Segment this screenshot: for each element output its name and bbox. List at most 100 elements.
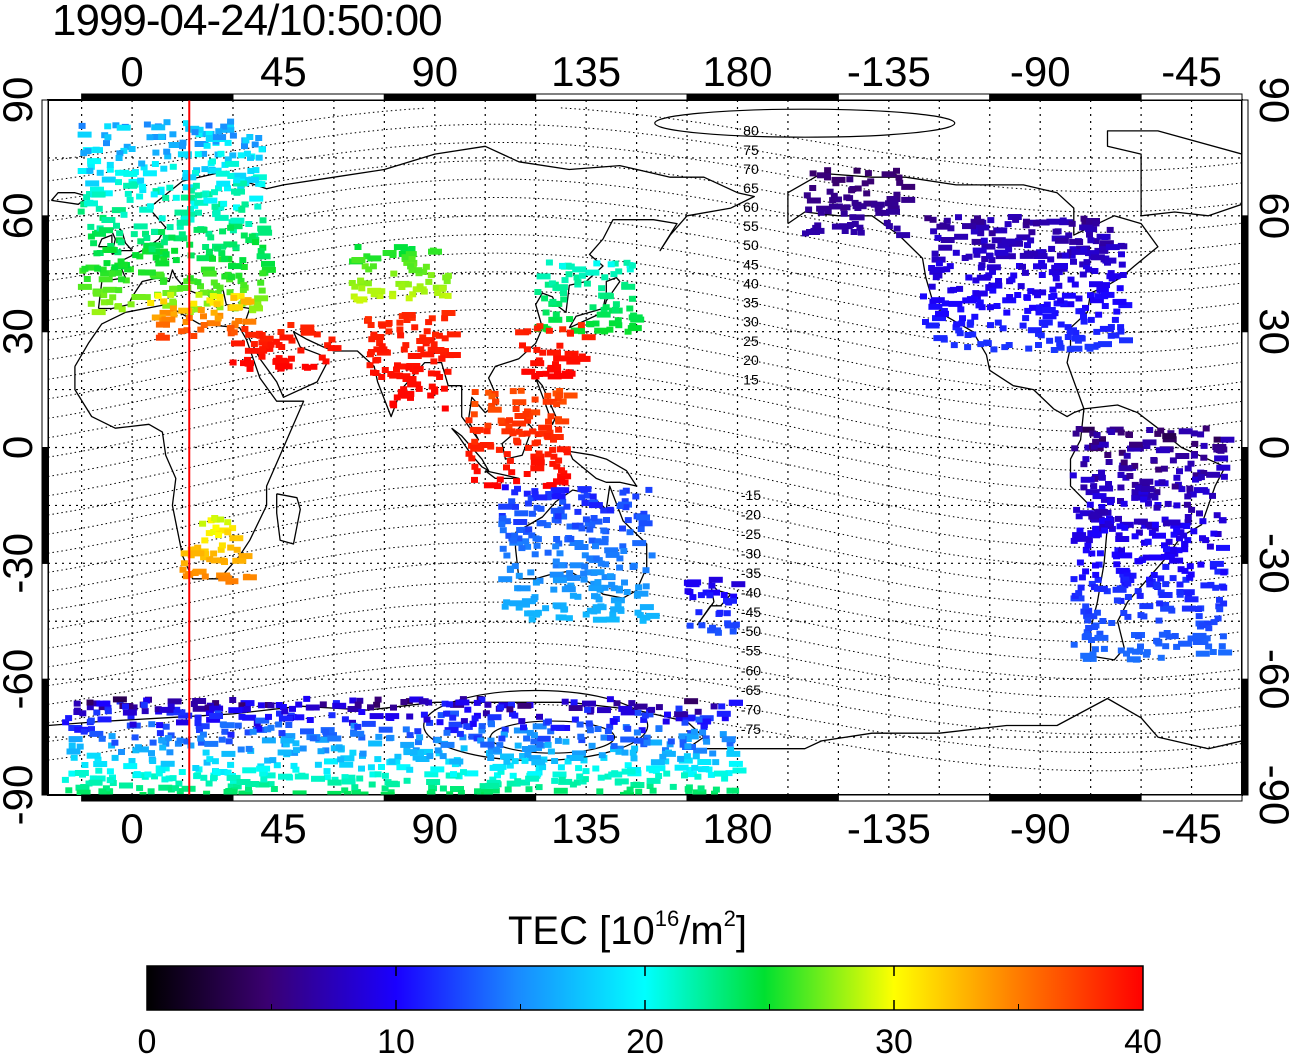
tec-cell [628,262,636,269]
tec-cell [1143,443,1151,449]
tec-cell [1120,610,1128,616]
tec-cell [149,758,157,764]
tec-cell [337,756,345,763]
tec-cell [142,248,150,255]
tec-cell [560,470,568,477]
tec-cell [501,726,509,733]
tec-cell [569,540,584,546]
tec-cell [802,230,809,237]
tec-cell [1090,511,1098,518]
tec-cell [238,713,246,720]
tec-cell [684,698,699,705]
tec-cell [138,269,145,276]
tec-cell [1154,430,1162,437]
tec-cell [532,579,540,586]
tec-cell [684,733,699,740]
tec-cell [1186,485,1194,492]
tec-cell [482,710,490,717]
tec-cell [1160,465,1168,472]
tec-cell [1080,461,1088,468]
tec-cell [700,724,708,730]
tec-cell [503,464,510,471]
tec-cell [378,764,385,770]
tec-cell [146,134,154,141]
tec-cell [1115,532,1123,539]
tec-cell [92,146,100,153]
tec-cell [509,430,517,437]
tec-cell [574,508,582,515]
tec-cell [648,767,656,774]
tec-cell [1106,226,1114,233]
tec-cell [571,522,579,529]
tec-cell [1165,633,1173,640]
tec-cell [197,739,205,746]
tec-cell [209,158,216,165]
tec-cell [214,315,222,322]
tec-cell [706,592,714,599]
tec-cell [78,122,86,129]
tec-cell [127,301,135,308]
tec-cell [533,542,541,549]
tec-cell [1153,504,1161,511]
tec-cell [106,161,114,168]
frame-segment [837,794,991,802]
tec-cell [582,516,590,523]
tec-cell [699,715,714,722]
tec-cell [220,557,228,564]
tec-cell [1176,581,1184,588]
tec-cell [194,720,202,726]
tec-cell [99,266,107,273]
tec-cell [287,355,295,362]
tec-cell [1148,529,1156,536]
tec-cell [585,269,600,276]
tec-cell [277,749,292,756]
tec-cell [1027,237,1035,244]
tec-cell [987,322,994,329]
tec-cell [207,234,215,241]
tec-cell [576,721,584,728]
tec-cell [843,194,851,201]
tec-cell [278,715,293,722]
tec-cell [1010,272,1018,279]
tec-observations [61,118,1235,795]
tec-cell [230,217,245,224]
tec-cell [91,309,106,316]
right-lat-label: 30 [1251,308,1292,355]
tec-cell [848,187,856,194]
tec-cell [583,492,591,499]
tec-cell [1096,286,1104,293]
tec-cell [112,122,120,129]
tec-cell [443,729,451,736]
mlat-contour [48,482,1242,567]
tec-cell [1050,347,1058,353]
tec-cell [231,340,245,347]
tec-cell [614,778,629,785]
tec-cell [247,168,255,174]
tec-cell [464,770,479,777]
tec-cell [628,700,636,707]
tec-cell [565,369,573,376]
tec-cell [357,280,372,287]
tec-cell [221,750,236,757]
tec-cell [1077,584,1085,591]
tec-cell [1090,254,1105,261]
tec-cell [448,721,463,728]
tec-cell [1150,457,1158,463]
tec-cell [414,728,422,735]
mlat-contour [48,385,1242,472]
tec-cell [562,738,570,745]
tec-cell [893,191,901,198]
tec-cell [590,569,605,576]
tec-cell [267,724,275,731]
tec-cell [942,300,949,307]
tec-cell [210,774,218,780]
tec-cell [195,209,202,216]
tec-cell [955,214,962,221]
tec-cell [526,413,534,420]
tec-cell [993,227,1008,234]
tec-cell [875,209,890,216]
tec-cell [102,286,117,293]
contour-label: -15 [741,487,761,503]
tec-cell [1192,472,1200,479]
tec-cell [958,320,966,327]
